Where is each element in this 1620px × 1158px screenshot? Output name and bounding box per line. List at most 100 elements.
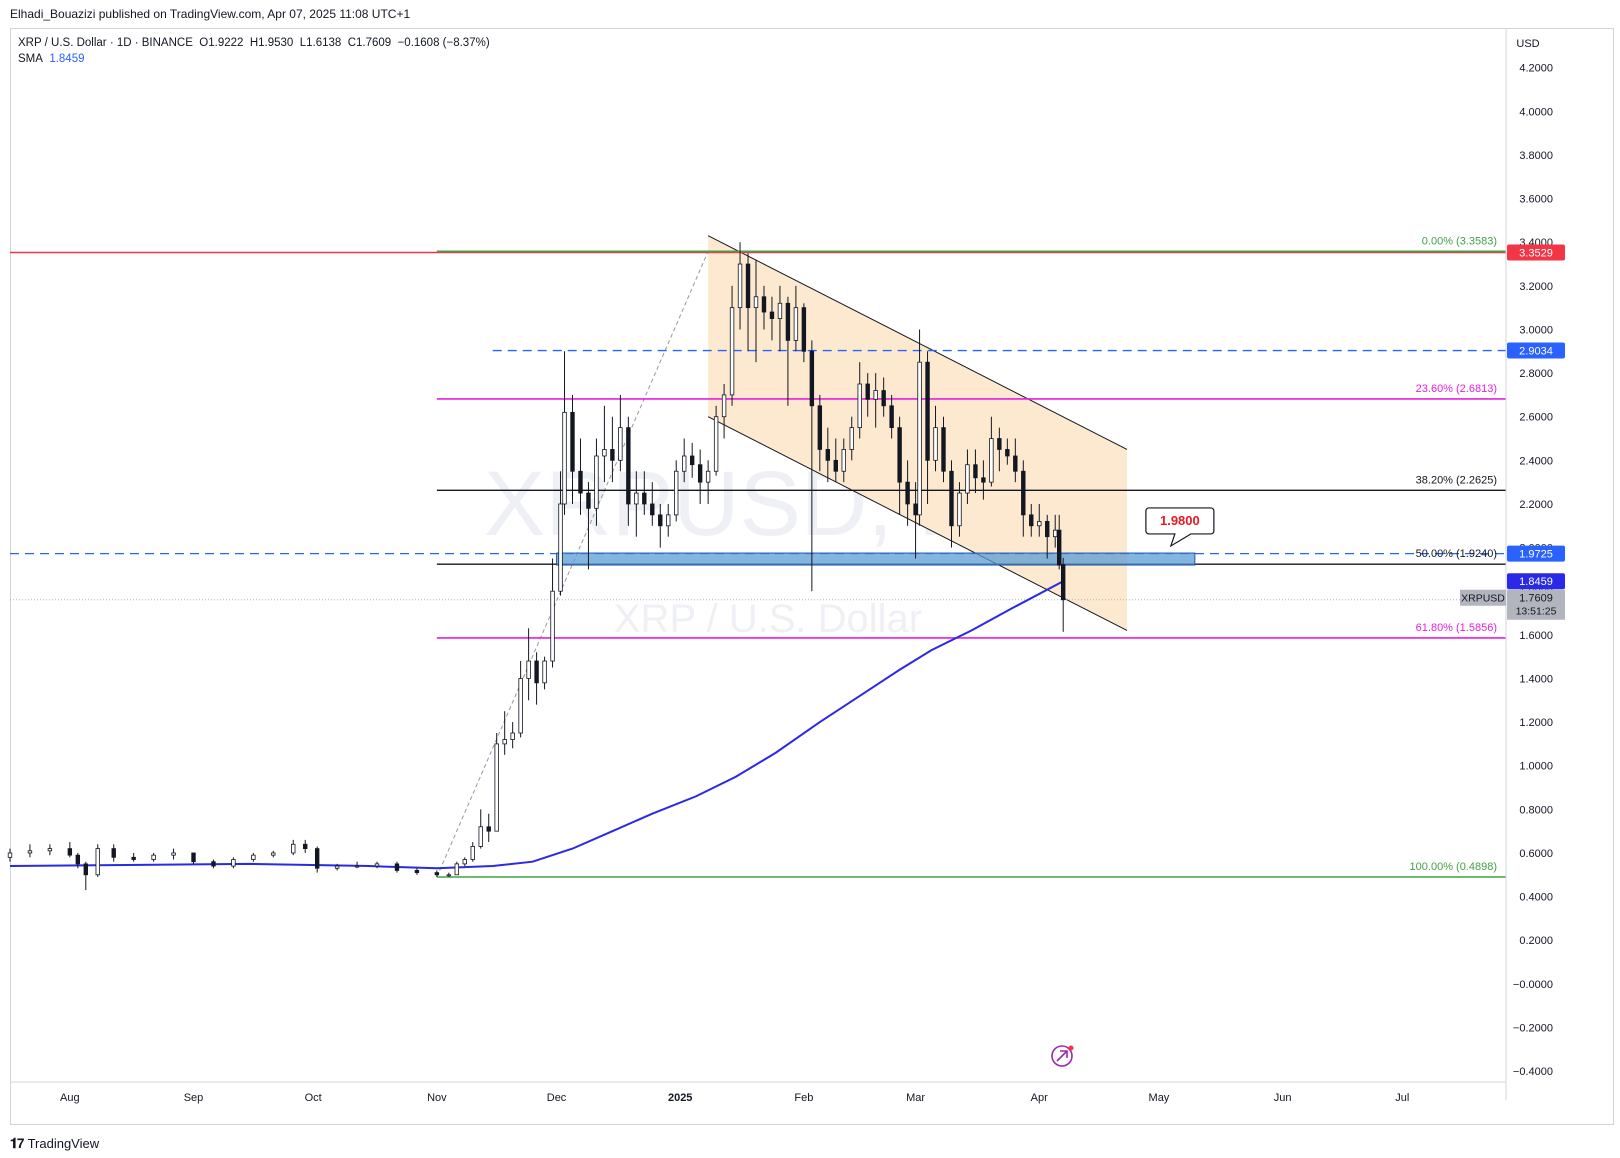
time-axis[interactable]: Aug Sep Oct Nov Dec 2025 Feb Mar Apr May Jun Jul (10, 1081, 1506, 1104)
x-tick-label: Aug (60, 1092, 80, 1104)
legend-sma-label: SMA (18, 53, 43, 65)
candle-body (610, 449, 615, 461)
candle-body (941, 427, 946, 472)
candle-body (873, 390, 878, 400)
candle (486, 813, 491, 843)
candle (761, 285, 767, 330)
candle (841, 438, 846, 483)
candle (737, 242, 743, 330)
candles (7, 242, 1066, 891)
fib-level-label: 23.60% (2.6813) (1416, 383, 1497, 395)
candle (478, 809, 483, 849)
candle (933, 405, 938, 472)
candle (542, 656, 547, 690)
candle (434, 870, 440, 877)
legend-high: 1.9530 (258, 37, 294, 49)
candle-body (925, 361, 930, 461)
y-tick-label: 2.8000 (1519, 368, 1553, 380)
candle-body (271, 852, 276, 856)
candle-body (753, 296, 759, 309)
y-tick-label: 4.0000 (1519, 106, 1553, 118)
candle (973, 449, 978, 494)
candle-body (558, 503, 563, 592)
price-badges: 3.3529 2.9034 1.9725 1.8459 XRPUSD 1.760913:5… (1460, 244, 1565, 620)
y-tick-label: 0.8000 (1519, 804, 1553, 816)
watermark-name: XRP / U.S. Dollar (614, 597, 922, 641)
candle (534, 652, 539, 705)
candle-body (83, 863, 88, 876)
candle (857, 362, 862, 439)
candle (753, 259, 759, 363)
legend-symbol: XRP / U.S. Dollar · 1D · BINANCE (18, 37, 193, 49)
candle (594, 438, 599, 526)
last-price-badge (1507, 589, 1565, 620)
legend-sma-row[interactable]: SMA 1.8459 (18, 51, 490, 67)
candle-body (75, 854, 81, 865)
candle-body (303, 843, 308, 850)
candle-body (454, 863, 460, 876)
candle (494, 733, 499, 832)
sparkle-icon[interactable] (1051, 1045, 1074, 1067)
candle (394, 861, 400, 873)
last-price-label: 1.7609 (1519, 593, 1553, 605)
candle-body (470, 846, 475, 860)
y-tick-label: 3.2000 (1519, 281, 1553, 293)
candle (941, 416, 946, 483)
candle-body (486, 826, 491, 832)
horizontal-levels[interactable] (10, 250, 1506, 878)
legend-open-label: O (199, 37, 209, 49)
y-tick-label: 2.2000 (1519, 499, 1553, 511)
axis-currency: USD (1516, 38, 1539, 50)
candle (1021, 460, 1026, 537)
legend-low-label: L (299, 37, 307, 49)
candle (1013, 438, 1018, 483)
y-tick-label: 3.6000 (1519, 194, 1553, 206)
support-zone[interactable] (556, 552, 1196, 566)
candle-body (1029, 514, 1034, 527)
candle-body (973, 464, 978, 479)
candle (849, 416, 854, 461)
candle (95, 844, 100, 877)
x-tick-label: Jun (1274, 1092, 1292, 1104)
legend-low: 1.6138 (306, 37, 342, 49)
channel-upper-line (707, 235, 1128, 450)
candle (889, 394, 894, 439)
candle (334, 863, 340, 871)
candle (905, 460, 910, 526)
candle-body (291, 843, 296, 854)
candle (251, 852, 256, 862)
x-tick-label: Dec (547, 1092, 567, 1104)
candle-body (1060, 564, 1066, 601)
candle (374, 861, 380, 869)
candle (610, 416, 615, 483)
price-axis[interactable]: USD 4.20004.00003.80003.60003.40003.2000… (1505, 28, 1553, 1100)
candle (769, 296, 775, 341)
candle-body (933, 427, 938, 461)
y-tick-label: 3.0000 (1519, 324, 1553, 336)
candle (865, 373, 870, 417)
y-tick-label: −0.2000 (1513, 1022, 1553, 1034)
chart-legend[interactable]: XRP / U.S. Dollar · 1D · BINANCE O1.9222… (18, 35, 490, 67)
candle (558, 471, 563, 596)
candle-body (462, 859, 467, 865)
candle-body (705, 470, 711, 483)
candle (518, 661, 523, 738)
candle (1005, 438, 1010, 465)
candle (981, 460, 986, 500)
candle-body (681, 455, 687, 472)
fib-labels: 0.00% (3.3583) 23.60% (2.6813) 38.20% (2.2… (1410, 235, 1497, 873)
candle-body (478, 826, 483, 847)
x-tick-label: Mar (906, 1092, 925, 1104)
y-tick-label: −0.4000 (1513, 1066, 1553, 1078)
candle-body (510, 732, 515, 740)
annotation-box (1145, 507, 1215, 548)
candle-body (650, 503, 655, 516)
price-badge (1507, 244, 1565, 261)
candle-body (917, 361, 922, 516)
price-annotation[interactable]: 1.9800 (1145, 507, 1215, 548)
candle (510, 722, 515, 749)
candle-body (626, 427, 631, 505)
annotation-callout: 1.9800 (1145, 507, 1215, 548)
tradingview-brand[interactable]: 𝟏7 TradingView (10, 1135, 99, 1152)
